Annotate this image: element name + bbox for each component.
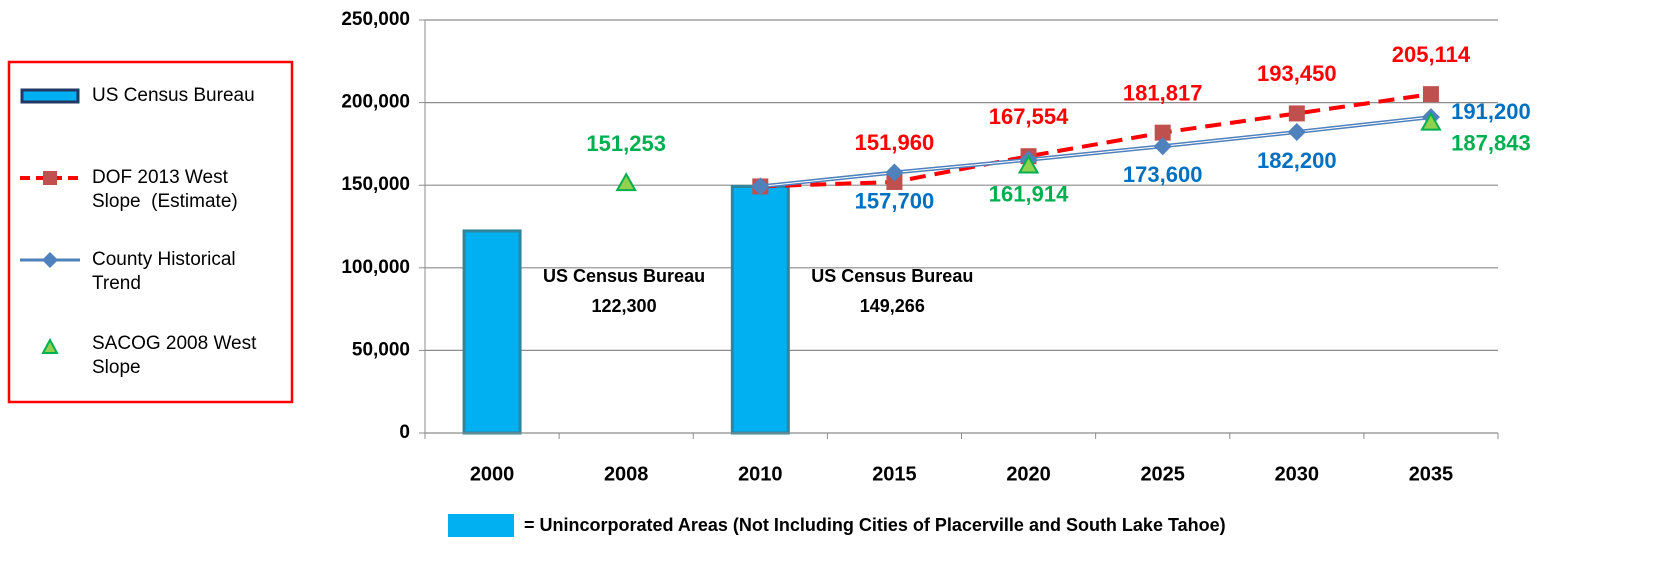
line bbox=[760, 92, 1432, 189]
marker bbox=[886, 173, 903, 190]
legend-label: County Historical Trend bbox=[92, 249, 241, 294]
x-tick-label: 2000 bbox=[470, 463, 515, 485]
y-tick-label: 150,000 bbox=[341, 174, 410, 195]
legend-label: US Census Bureau bbox=[92, 85, 255, 106]
marker bbox=[1153, 137, 1172, 156]
data-label: 122,300 bbox=[592, 296, 657, 316]
data-label: 151,253 bbox=[586, 131, 666, 156]
marker bbox=[885, 163, 904, 182]
data-label: 205,114 bbox=[1392, 42, 1471, 67]
legend-box bbox=[7, 60, 294, 404]
y-tick-label: 50,000 bbox=[352, 339, 410, 360]
marker bbox=[1017, 154, 1040, 174]
data-label: 173,600 bbox=[1123, 162, 1203, 187]
y-tick-label: 0 bbox=[399, 422, 410, 443]
data-label: 149,266 bbox=[860, 296, 925, 316]
x-tick-label: 2025 bbox=[1140, 463, 1185, 485]
data-label: 191,200 bbox=[1451, 99, 1531, 124]
bar-series-label: US Census Bureau bbox=[811, 266, 973, 286]
x-tick-label: 2008 bbox=[604, 463, 649, 485]
legend-swatch bbox=[42, 252, 58, 268]
x-tick-label: 2020 bbox=[1006, 463, 1051, 485]
marker bbox=[1154, 124, 1171, 141]
marker bbox=[1422, 86, 1439, 103]
line-core bbox=[760, 116, 1431, 187]
bar bbox=[462, 229, 522, 435]
legend-swatch bbox=[43, 171, 57, 185]
footnote: = Unincorporated Areas (Not Including Ci… bbox=[524, 515, 1226, 535]
legend-label: DOF 2013 West Slope (Estimate) bbox=[92, 167, 238, 212]
y-tick-label: 100,000 bbox=[341, 257, 410, 278]
marker bbox=[751, 177, 770, 196]
data-label: 181,817 bbox=[1123, 80, 1203, 105]
data-label: 193,450 bbox=[1257, 61, 1337, 86]
bar-series-label: US Census Bureau bbox=[543, 266, 705, 286]
x-tick-label: 2010 bbox=[738, 463, 783, 485]
marker bbox=[1287, 123, 1306, 142]
legend-label: SACOG 2008 West Slope bbox=[92, 333, 262, 378]
x-tick-label: 2030 bbox=[1275, 463, 1320, 485]
marker bbox=[615, 172, 637, 192]
data-label: 187,843 bbox=[1451, 130, 1531, 155]
y-tick-label: 200,000 bbox=[341, 92, 410, 113]
marker bbox=[1288, 105, 1305, 122]
data-label: 167,554 bbox=[989, 104, 1069, 129]
footnote-swatch bbox=[448, 514, 514, 537]
x-tick-label: 2035 bbox=[1409, 463, 1454, 485]
legend-swatch bbox=[41, 337, 59, 354]
data-label: 151,960 bbox=[855, 130, 935, 155]
data-label: 161,914 bbox=[989, 181, 1069, 206]
bar bbox=[730, 184, 790, 435]
legend-swatch bbox=[20, 88, 80, 104]
data-label: 182,200 bbox=[1257, 148, 1337, 173]
marker bbox=[1420, 111, 1442, 131]
data-label: 157,700 bbox=[855, 188, 935, 213]
x-tick-label: 2015 bbox=[872, 463, 917, 485]
y-tick-label: 250,000 bbox=[341, 9, 410, 30]
